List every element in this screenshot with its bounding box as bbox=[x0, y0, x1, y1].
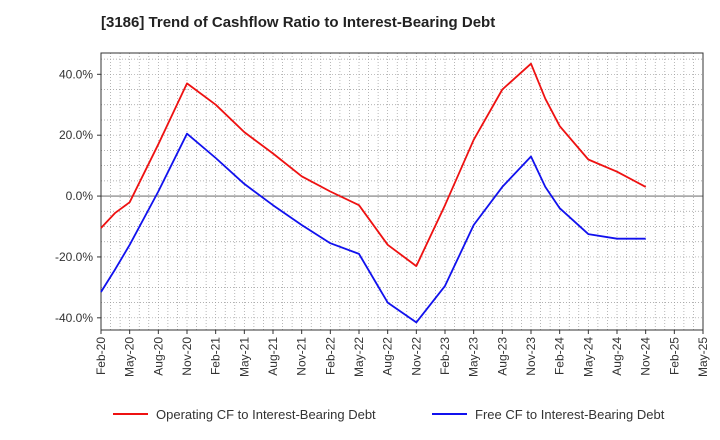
series-line-free-cf bbox=[100, 132, 646, 324]
x-tick-label: Nov-22 bbox=[409, 337, 423, 376]
y-axis-ticks: -40.0% -20.0% 0.0% 20.0% 40.0% bbox=[55, 67, 101, 325]
series-line-operating-cf bbox=[100, 62, 647, 267]
x-tick-label: May-24 bbox=[581, 337, 595, 377]
y-tick-label: -40.0% bbox=[55, 311, 93, 325]
legend: Operating CF to Interest-Bearing Debt Fre… bbox=[113, 407, 665, 422]
x-tick-label: Feb-22 bbox=[323, 337, 337, 375]
plot-area-border bbox=[100, 52, 704, 331]
x-tick-label: Nov-23 bbox=[524, 337, 538, 376]
y-tick-label: -20.0% bbox=[55, 250, 93, 264]
legend-label: Operating CF to Interest-Bearing Debt bbox=[156, 407, 376, 422]
x-tick-label: May-21 bbox=[237, 337, 251, 377]
series-lines bbox=[100, 62, 647, 324]
x-tick-label: Feb-21 bbox=[209, 337, 223, 375]
x-tick-label: May-20 bbox=[123, 337, 137, 377]
x-tick-label: Nov-24 bbox=[639, 337, 653, 376]
y-tick-label: 0.0% bbox=[66, 189, 94, 203]
legend-label: Free CF to Interest-Bearing Debt bbox=[475, 407, 665, 422]
x-tick-label: Feb-23 bbox=[438, 337, 452, 375]
grid-lines bbox=[101, 53, 703, 330]
y-tick-label: 40.0% bbox=[59, 67, 93, 81]
x-tick-label: Aug-24 bbox=[610, 337, 624, 376]
x-tick-label: May-23 bbox=[467, 337, 481, 377]
x-tick-label: May-22 bbox=[352, 337, 366, 377]
x-tick-label: Aug-23 bbox=[495, 337, 509, 376]
x-tick-label: Aug-22 bbox=[381, 337, 395, 376]
chart-title: [3186] Trend of Cashflow Ratio to Intere… bbox=[101, 14, 496, 31]
x-tick-label: Feb-24 bbox=[553, 337, 567, 375]
x-tick-label: Nov-21 bbox=[295, 337, 309, 376]
x-tick-label: Aug-21 bbox=[266, 337, 280, 376]
x-tick-label: Nov-20 bbox=[180, 337, 194, 376]
y-tick-label: 20.0% bbox=[59, 128, 93, 142]
x-tick-label: Feb-25 bbox=[667, 337, 681, 375]
x-tick-label: Feb-20 bbox=[94, 337, 108, 375]
x-tick-label: May-25 bbox=[696, 337, 710, 377]
x-axis-ticks: Feb-20 May-20 Aug-20 Nov-20 Feb-21 May-21 Aug-… bbox=[94, 330, 710, 377]
x-tick-label: Aug-20 bbox=[151, 337, 165, 376]
